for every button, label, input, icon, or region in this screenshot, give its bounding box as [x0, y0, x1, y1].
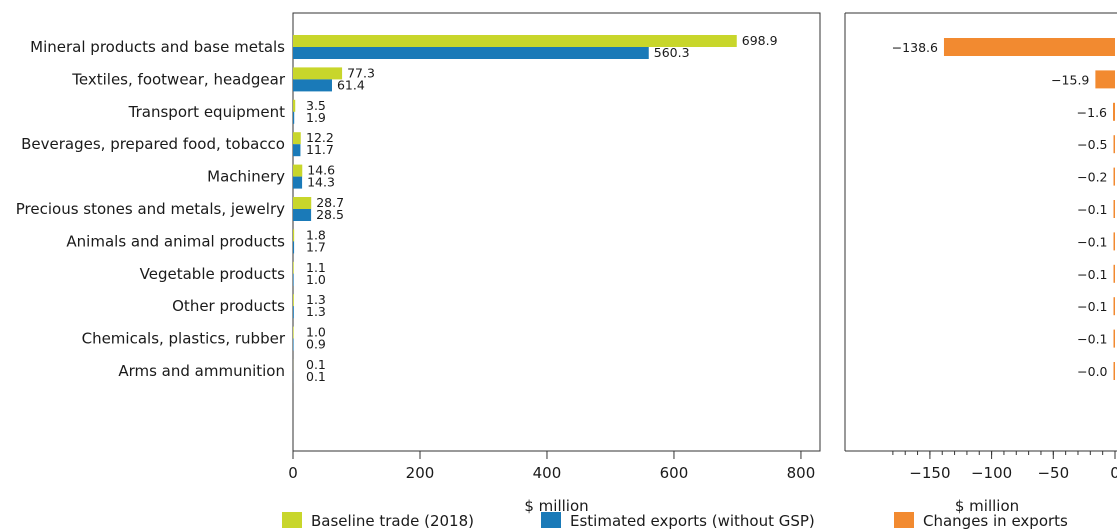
baseline-bar — [293, 326, 294, 339]
data-label: −0.0 — [1077, 364, 1107, 379]
change-bar — [1113, 200, 1115, 218]
data-label: −0.1 — [1077, 332, 1107, 347]
change-bar — [1113, 102, 1115, 121]
estimated-bar — [293, 241, 295, 254]
change-bar — [1113, 264, 1115, 283]
baseline-bar — [293, 164, 303, 177]
change-bar — [1095, 70, 1115, 89]
left-panel: Mineral products and base metals 698.9 560… — [16, 12, 821, 515]
x-axis-label: $ million — [524, 497, 588, 515]
data-label: −0.2 — [1077, 170, 1107, 185]
baseline-bar — [293, 197, 312, 209]
category-label: Other products — [172, 297, 285, 315]
data-label: 28.5 — [316, 207, 344, 222]
data-label: 1.3 — [306, 304, 326, 319]
change-bar — [943, 38, 1115, 56]
data-label: −0.1 — [1077, 299, 1107, 314]
data-label: −0.1 — [1077, 267, 1107, 282]
data-label: 1.0 — [306, 272, 326, 287]
baseline-bar — [293, 99, 296, 112]
estimated-bar — [293, 144, 301, 157]
data-label: −0.1 — [1077, 202, 1107, 217]
baseline-bar — [293, 67, 343, 80]
x-tick-label: 0 — [288, 464, 298, 482]
legend-label: Estimated exports (without GSP) — [570, 512, 815, 529]
x-tick-label: 400 — [533, 464, 562, 482]
legend-swatch — [541, 512, 561, 528]
baseline-bar — [293, 261, 294, 274]
x-tick-label: 800 — [787, 464, 816, 482]
data-label: 0.1 — [306, 357, 326, 372]
data-label: −0.5 — [1077, 137, 1107, 152]
data-label: 0.1 — [306, 369, 326, 384]
legend: Baseline trade (2018) Estimated exports (… — [282, 512, 1068, 529]
x-tick-label: −100 — [971, 464, 1012, 482]
data-label: −138.6 — [892, 40, 938, 55]
data-label: −15.9 — [1051, 72, 1089, 87]
data-label: 1.0 — [306, 325, 326, 340]
estimated-bar — [293, 79, 332, 92]
change-bar — [1113, 135, 1115, 154]
estimated-bar — [293, 306, 294, 319]
legend-swatch — [282, 512, 302, 528]
data-label: 77.3 — [347, 65, 375, 80]
data-label: 698.9 — [742, 33, 778, 48]
estimated-bar — [293, 111, 295, 124]
right-panel: −138.6 −15.9 −1.6 −0.5 −0.2 −0.1 −0.1 −0.1 −0.1 −… — [844, 12, 1117, 515]
category-label: Textiles, footwear, headgear — [71, 70, 286, 88]
data-label: 1.3 — [306, 292, 326, 307]
data-label: 14.3 — [307, 175, 335, 190]
legend-label: Changes in exports — [923, 512, 1068, 529]
x-tick-label: 200 — [406, 464, 435, 482]
change-bar — [1113, 362, 1115, 380]
estimated-bar — [293, 176, 303, 189]
legend-label: Baseline trade (2018) — [311, 512, 474, 529]
data-label: 1.8 — [306, 227, 326, 242]
data-label: 0.9 — [306, 337, 326, 352]
change-bar — [1113, 329, 1115, 348]
category-label: Precious stones and metals, jewelry — [16, 200, 285, 218]
estimated-bar — [293, 338, 294, 351]
change-bar — [1113, 167, 1115, 186]
category-label: Chemicals, plastics, rubber — [82, 330, 286, 348]
data-label: 1.9 — [306, 110, 326, 125]
data-label: −1.6 — [1077, 105, 1107, 120]
x-tick-label: −150 — [909, 464, 950, 482]
change-bar — [1113, 232, 1115, 251]
data-label: 61.4 — [337, 77, 365, 92]
data-label: 14.6 — [307, 163, 335, 178]
estimated-bar — [293, 209, 312, 221]
baseline-bar — [293, 294, 294, 307]
data-label: 28.7 — [316, 195, 344, 210]
category-label: Mineral products and base metals — [30, 38, 285, 56]
baseline-bar — [293, 132, 301, 145]
estimated-bar — [293, 47, 649, 59]
data-label: 3.5 — [306, 98, 326, 113]
x-tick-label: 600 — [660, 464, 689, 482]
data-label: 11.7 — [306, 142, 334, 157]
baseline-bar — [293, 35, 737, 47]
category-label: Arms and ammunition — [118, 362, 285, 380]
data-label: 1.7 — [306, 239, 326, 254]
category-label: Machinery — [207, 168, 285, 186]
data-label: −0.1 — [1077, 234, 1107, 249]
legend-swatch — [894, 512, 914, 528]
x-tick-label: −50 — [1037, 464, 1069, 482]
data-label: 12.2 — [306, 130, 334, 145]
data-label: 560.3 — [654, 45, 690, 60]
category-label: Transport equipment — [128, 103, 285, 121]
category-label: Vegetable products — [140, 265, 286, 283]
change-bar — [1113, 297, 1115, 316]
category-label: Animals and animal products — [66, 232, 285, 250]
estimated-bar — [293, 273, 294, 286]
category-label: Beverages, prepared food, tobacco — [21, 135, 285, 153]
baseline-bar — [293, 229, 295, 242]
x-tick-label: 0 — [1110, 464, 1117, 482]
x-axis-label: $ million — [955, 497, 1019, 515]
data-label: 1.1 — [306, 260, 326, 275]
